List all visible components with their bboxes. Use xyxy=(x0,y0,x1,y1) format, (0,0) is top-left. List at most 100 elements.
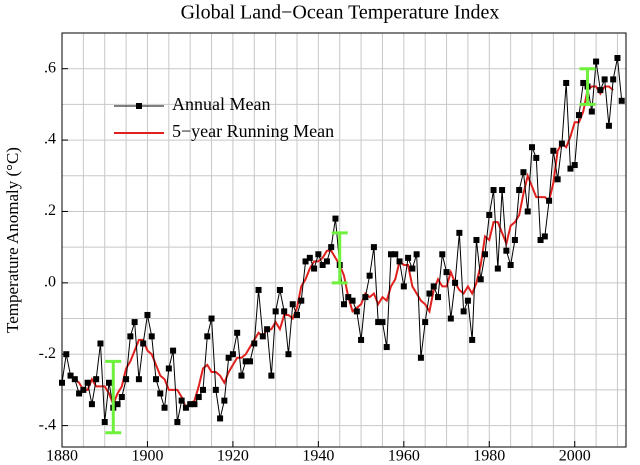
data-point xyxy=(212,386,219,393)
data-point xyxy=(353,308,360,315)
data-point xyxy=(494,265,501,272)
data-point xyxy=(533,154,540,161)
data-point xyxy=(323,258,330,265)
data-point xyxy=(554,176,561,183)
data-point xyxy=(447,315,454,322)
data-point xyxy=(520,169,527,176)
data-point xyxy=(370,244,377,251)
data-point xyxy=(563,79,570,86)
error-bar xyxy=(579,67,596,106)
data-point xyxy=(558,140,565,147)
legend-label: 5−year Running Mean xyxy=(172,121,334,141)
data-point xyxy=(123,376,130,383)
data-point xyxy=(618,97,625,104)
x-tick-label: 1880 xyxy=(46,448,78,465)
x-tick-label: 1940 xyxy=(302,448,334,465)
data-point xyxy=(443,269,450,276)
legend-marker xyxy=(136,103,142,109)
y-tick-label: .4 xyxy=(44,131,56,148)
data-point xyxy=(507,261,514,268)
data-point xyxy=(473,237,480,243)
data-point xyxy=(516,187,523,194)
data-point xyxy=(242,358,249,365)
data-point xyxy=(229,351,236,358)
data-point xyxy=(59,379,65,386)
data-point xyxy=(67,372,74,379)
data-point xyxy=(276,286,283,293)
data-point xyxy=(140,340,147,347)
data-point xyxy=(204,333,211,340)
x-tick-label: 1900 xyxy=(131,448,163,465)
data-point xyxy=(409,265,416,272)
data-point xyxy=(345,294,352,301)
data-point xyxy=(426,290,433,297)
data-point xyxy=(610,76,617,83)
data-point xyxy=(375,319,382,326)
data-point xyxy=(191,401,198,408)
data-point xyxy=(430,283,437,290)
error-bar xyxy=(331,231,348,285)
data-point xyxy=(477,276,484,283)
data-point xyxy=(264,326,271,333)
x-tick-label: 2000 xyxy=(559,448,591,465)
x-tick-label: 1920 xyxy=(217,448,249,465)
data-point xyxy=(482,251,488,258)
data-point xyxy=(174,419,181,426)
data-point xyxy=(88,401,95,408)
data-point xyxy=(71,376,78,383)
data-point xyxy=(76,390,83,397)
data-point xyxy=(157,390,164,397)
data-point xyxy=(576,112,582,119)
data-point xyxy=(135,376,142,383)
data-point xyxy=(605,122,612,129)
data-point xyxy=(281,308,288,315)
data-point xyxy=(259,333,266,340)
data-point xyxy=(614,54,621,61)
data-point xyxy=(178,397,185,404)
data-point xyxy=(144,311,151,318)
data-point xyxy=(306,254,313,261)
data-point xyxy=(161,404,168,411)
data-point xyxy=(217,415,224,422)
data-point xyxy=(486,212,493,219)
data-point xyxy=(439,251,446,258)
data-point xyxy=(131,319,138,326)
data-point xyxy=(452,279,459,286)
x-tick-label: 1960 xyxy=(388,448,420,465)
data-point xyxy=(550,147,557,154)
data-point xyxy=(400,283,407,290)
data-point xyxy=(170,347,177,354)
data-point xyxy=(268,372,275,379)
data-point xyxy=(435,294,441,301)
data-point xyxy=(285,351,292,358)
data-point xyxy=(298,297,305,304)
data-point xyxy=(503,247,510,254)
data-point xyxy=(221,397,228,404)
data-point xyxy=(255,286,262,293)
data-point xyxy=(405,254,412,261)
chart-title: Global Land−Ocean Temperature Index xyxy=(181,2,500,24)
data-point xyxy=(315,251,322,258)
data-point xyxy=(272,308,279,315)
data-point xyxy=(511,237,518,243)
data-point xyxy=(524,208,531,215)
data-point xyxy=(469,336,476,343)
data-point xyxy=(383,344,390,351)
data-point xyxy=(456,229,463,236)
data-point xyxy=(165,365,172,372)
plot-frame xyxy=(61,32,627,448)
data-point xyxy=(362,294,369,301)
data-point xyxy=(593,58,600,65)
data-point xyxy=(247,358,253,365)
data-point xyxy=(114,401,121,408)
data-point xyxy=(366,272,373,279)
series-line xyxy=(61,57,623,423)
data-point xyxy=(567,165,574,172)
data-point xyxy=(187,401,194,408)
data-point xyxy=(118,394,125,401)
data-point xyxy=(601,76,608,83)
y-tick-label: .2 xyxy=(44,202,56,219)
data-point xyxy=(537,237,544,243)
data-point xyxy=(84,379,91,386)
